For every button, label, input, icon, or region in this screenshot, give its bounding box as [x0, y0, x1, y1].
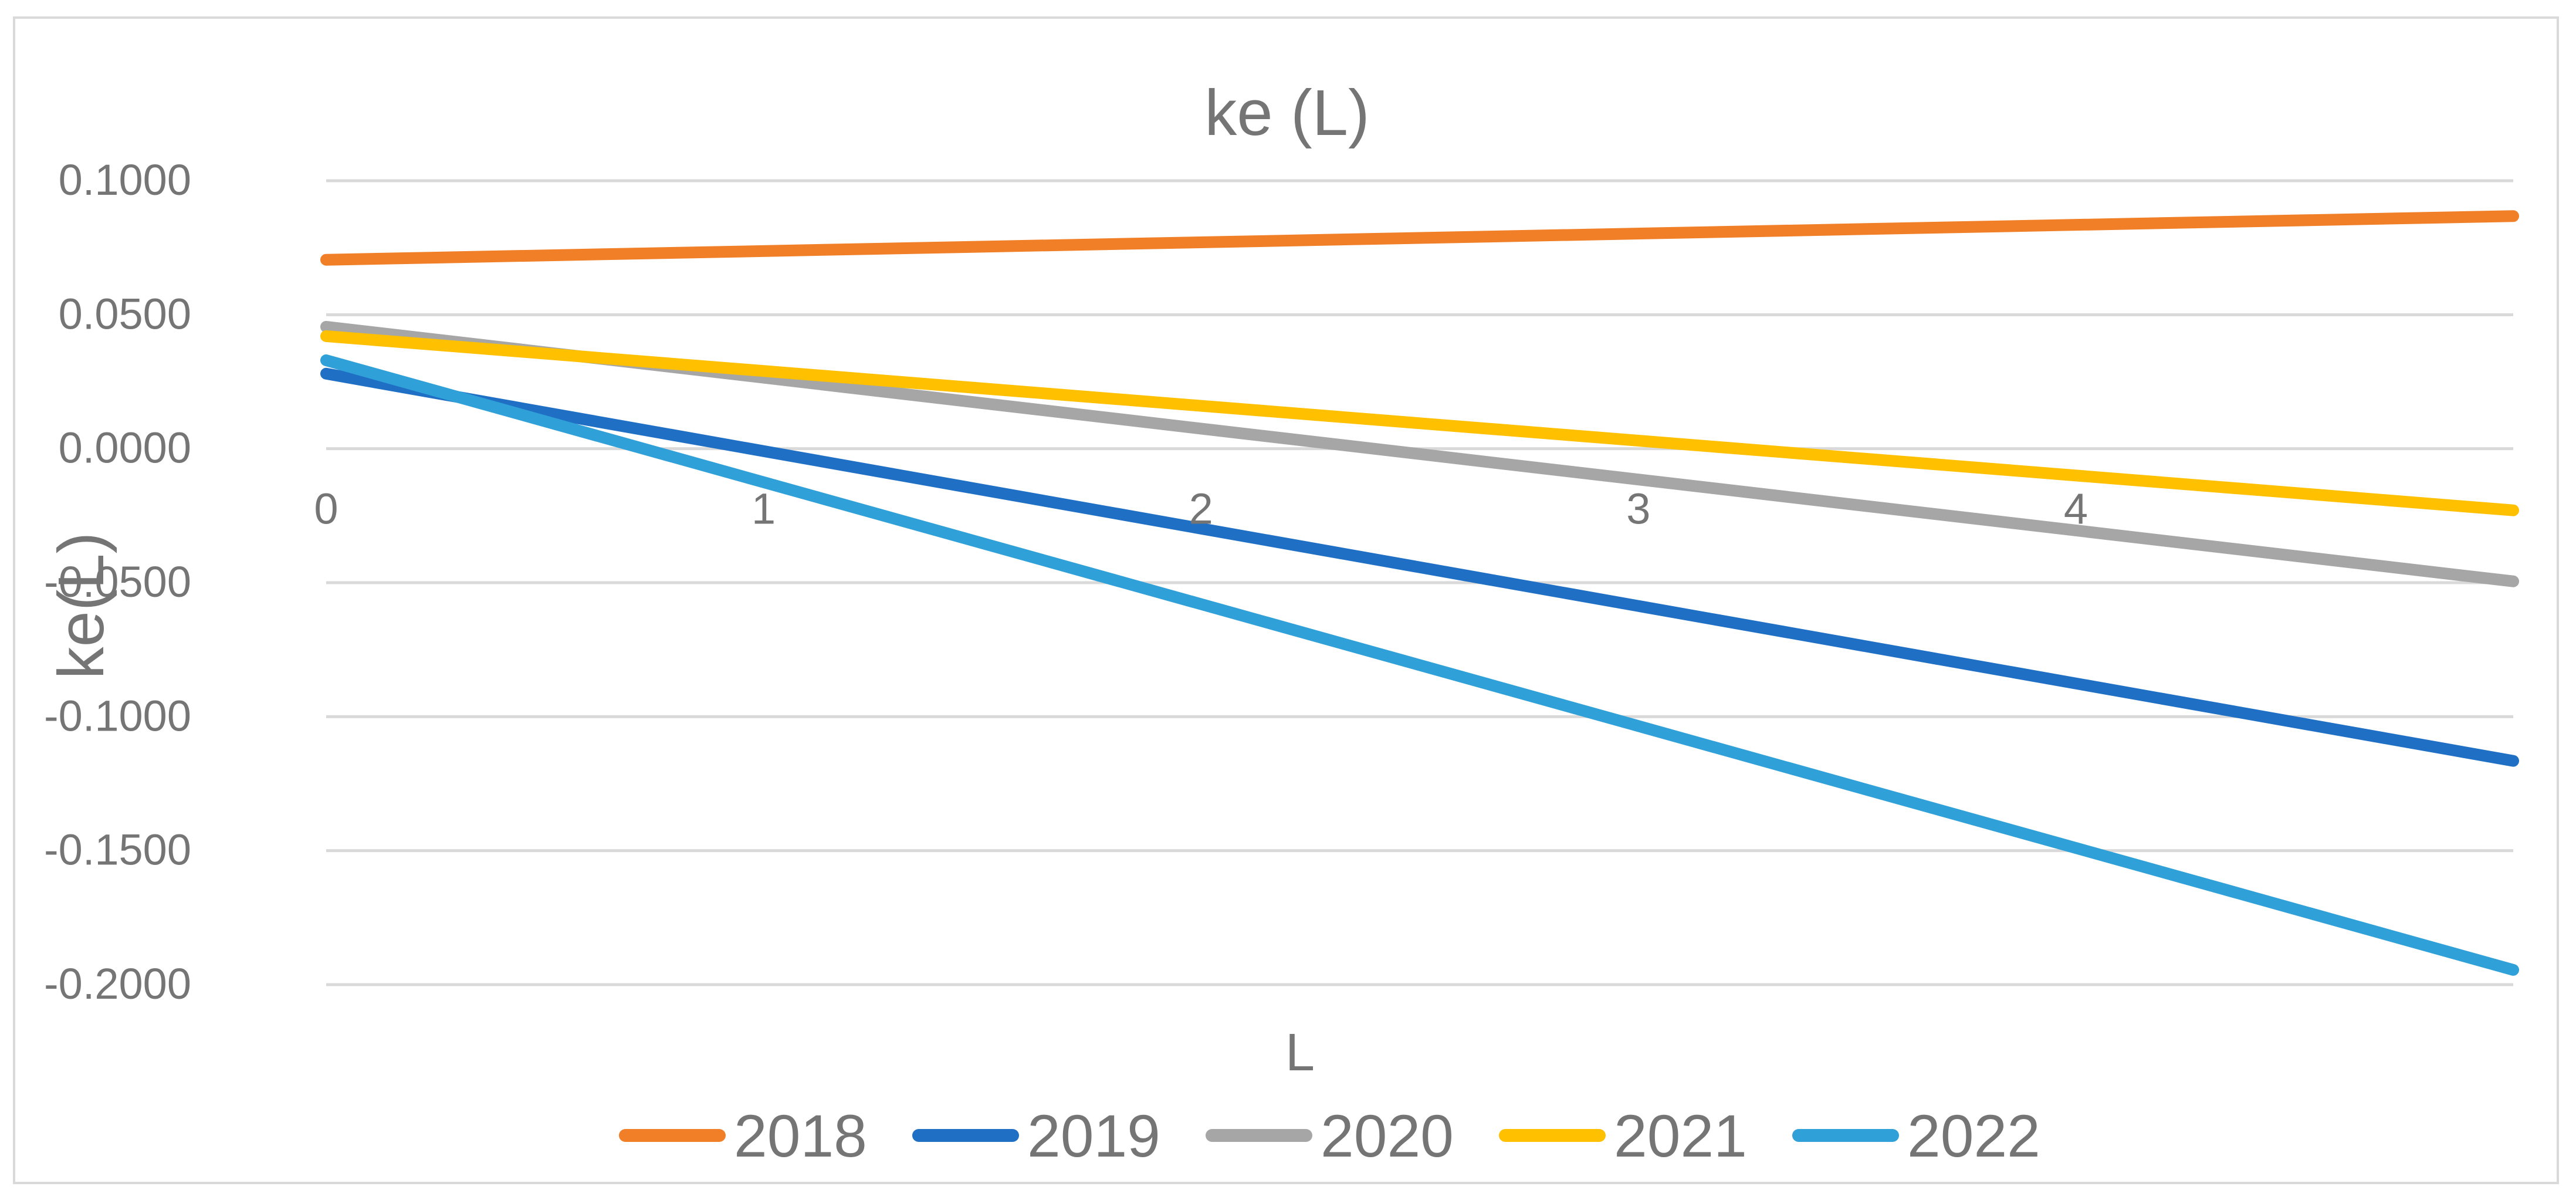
legend-label-2018: 2018 — [734, 1103, 867, 1169]
legend-label-2019: 2019 — [1027, 1103, 1160, 1169]
chart-svg: ke (L) 0.1000 0.0500 0.0000 -0.0500 -0.1000 -… — [44, 77, 2519, 1169]
series-line-2018 — [320, 210, 2519, 266]
legend: 2018 2019 2020 2021 2022 — [619, 1103, 2040, 1169]
y-tick-label: -0.1000 — [44, 691, 191, 740]
y-axis-title: ke(L) — [45, 532, 117, 680]
x-axis-ticks: 0 1 2 3 4 — [314, 485, 2088, 533]
x-tick-label: 2 — [1189, 485, 1213, 533]
legend-label-2021: 2021 — [1614, 1103, 1747, 1169]
y-tick-label: 0.1000 — [59, 156, 191, 204]
series-line-2021 — [320, 330, 2519, 516]
x-axis-title: L — [1285, 1023, 1315, 1082]
y-tick-label: -0.1500 — [44, 826, 191, 874]
series-lines — [320, 210, 2519, 976]
y-tick-label: 0.0500 — [59, 289, 191, 338]
series-line-2019 — [320, 367, 2519, 767]
chart-title: ke (L) — [1204, 77, 1369, 149]
chart-frame: ke (L) 0.1000 0.0500 0.0000 -0.0500 -0.1000 -… — [13, 16, 2559, 1184]
x-tick-label: 4 — [2064, 485, 2088, 533]
series-line-2022 — [320, 354, 2519, 976]
y-tick-label: 0.0000 — [59, 424, 191, 472]
x-tick-label: 1 — [752, 485, 776, 533]
legend-label-2020: 2020 — [1321, 1103, 1454, 1169]
x-tick-label: 0 — [314, 485, 338, 533]
y-axis-ticks: 0.1000 0.0500 0.0000 -0.0500 -0.1000 -0.1500 -… — [44, 156, 191, 1008]
legend-label-2022: 2022 — [1907, 1103, 2040, 1169]
gridlines — [326, 179, 2513, 986]
x-tick-label: 3 — [1626, 485, 1650, 533]
y-tick-label: -0.0500 — [44, 557, 191, 606]
y-tick-label: -0.2000 — [44, 959, 191, 1008]
